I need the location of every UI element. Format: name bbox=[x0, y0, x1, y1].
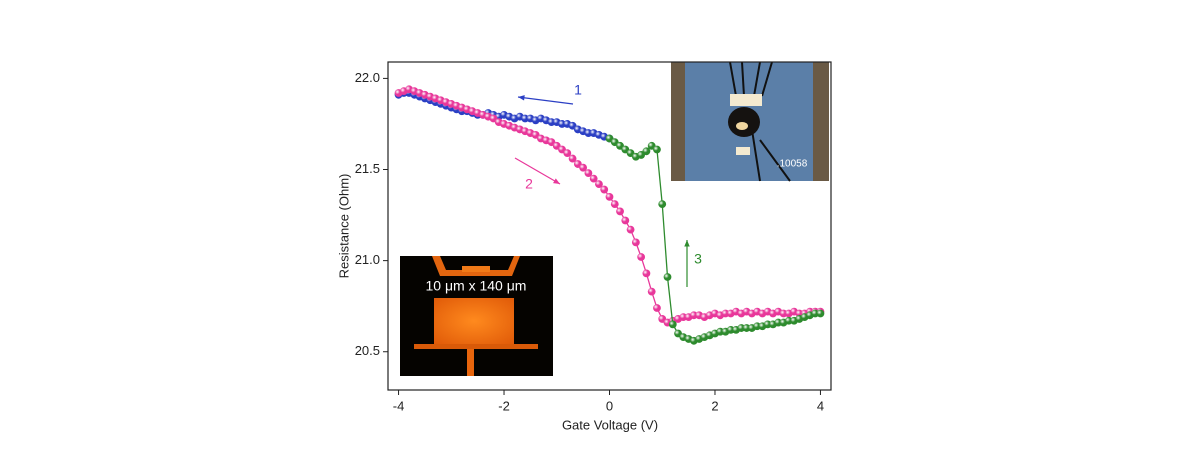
arrow-head bbox=[553, 178, 560, 184]
data-point bbox=[616, 207, 624, 216]
data-point bbox=[637, 253, 646, 261]
data-point bbox=[584, 169, 593, 178]
x-tick-label: -2 bbox=[498, 398, 510, 413]
data-point bbox=[642, 269, 651, 278]
inset-label: .10058 bbox=[777, 159, 808, 170]
arrow-head bbox=[518, 95, 525, 101]
data-point bbox=[663, 273, 672, 281]
y-tick-label: 22.0 bbox=[355, 70, 380, 85]
data-point bbox=[642, 147, 651, 156]
series-label: 3 bbox=[694, 251, 702, 267]
data-point bbox=[621, 216, 630, 225]
inset-label: 10 μm x 140 μm bbox=[426, 278, 527, 294]
data-point bbox=[816, 309, 825, 318]
data-point bbox=[605, 192, 614, 201]
arrow-head bbox=[684, 240, 690, 247]
data-point bbox=[631, 238, 640, 247]
data-point bbox=[568, 154, 577, 163]
y-tick-label: 21.0 bbox=[355, 252, 380, 267]
y-tick-label: 21.5 bbox=[355, 161, 380, 176]
data-point bbox=[626, 225, 635, 234]
series-label: 1 bbox=[574, 82, 582, 98]
data-point bbox=[668, 320, 677, 329]
x-tick-label: 0 bbox=[606, 398, 613, 413]
y-axis-label: Resistance (Ohm) bbox=[336, 174, 351, 279]
data-point bbox=[653, 145, 661, 154]
direction-arrow bbox=[517, 96, 574, 105]
x-tick-label: 4 bbox=[817, 398, 824, 413]
inset-photo-chip bbox=[671, 61, 829, 182]
x-tick-label: -4 bbox=[393, 398, 405, 413]
series-label: 2 bbox=[525, 176, 533, 192]
data-point bbox=[658, 200, 667, 209]
direction-arrow bbox=[514, 157, 561, 185]
x-tick-label: 2 bbox=[711, 398, 718, 413]
x-axis-label: Gate Voltage (V) bbox=[562, 417, 658, 432]
data-point bbox=[589, 174, 598, 183]
data-point bbox=[653, 304, 661, 312]
y-tick-label: 20.5 bbox=[355, 343, 380, 358]
data-point bbox=[563, 149, 572, 158]
data-point bbox=[579, 163, 588, 172]
data-point bbox=[647, 287, 656, 296]
data-point bbox=[595, 180, 603, 188]
data-point bbox=[600, 185, 609, 194]
data-point bbox=[610, 200, 619, 209]
inset-photo-device bbox=[400, 256, 553, 376]
